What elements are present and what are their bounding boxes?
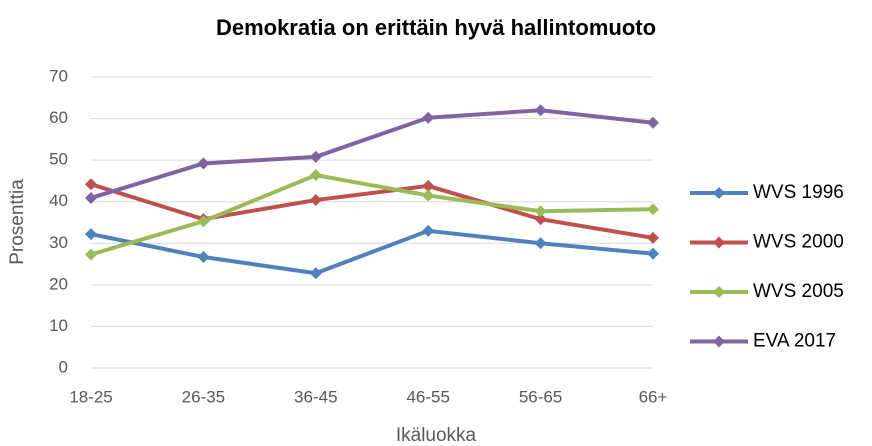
point-marker [85, 178, 97, 191]
chart-title: Demokratia on erittäin hyvä hallintomuot… [216, 15, 656, 40]
point-marker [85, 191, 97, 204]
point-marker [534, 213, 547, 226]
point-marker [85, 228, 97, 241]
point-marker [309, 169, 322, 182]
series-line [90, 173, 654, 257]
x-tick-label: 46-55 [406, 387, 449, 406]
point-marker [422, 189, 435, 202]
x-tick-label: 18-25 [69, 387, 112, 406]
legend-label: WVS 2005 [753, 281, 844, 302]
point-marker [85, 248, 97, 261]
x-tick-label: 56-65 [519, 387, 562, 406]
point-marker [534, 205, 547, 218]
series-line [90, 182, 654, 240]
point-marker [309, 267, 322, 280]
series-line [90, 228, 654, 276]
y-tick-label: 60 [49, 108, 68, 127]
point-marker [534, 237, 547, 250]
point-marker [647, 203, 659, 216]
x-axis-label: Ikäluokka [396, 425, 477, 446]
point-marker [534, 104, 547, 117]
point-marker [647, 116, 659, 129]
point-marker [197, 157, 210, 170]
legend-marker [713, 236, 725, 249]
legend-marker [713, 187, 725, 199]
point-marker [422, 111, 435, 124]
x-tick-label: 66+ [639, 387, 668, 406]
point-marker [647, 231, 659, 244]
legend-marker [713, 335, 725, 348]
legend-label: EVA 2017 [753, 331, 836, 352]
y-tick-label: 40 [49, 191, 68, 210]
point-marker [647, 247, 659, 260]
point-marker [197, 215, 210, 228]
x-tick-label: 36-45 [294, 387, 337, 406]
point-marker [422, 179, 435, 192]
y-tick-label: 0 [59, 357, 68, 376]
legend-label: WVS 1996 [753, 182, 844, 203]
y-axis-label: Prosenttia [7, 179, 28, 265]
point-marker [309, 150, 322, 163]
y-tick-label: 70 [49, 66, 68, 85]
y-tick-label: 20 [49, 274, 68, 293]
legend-marker [713, 286, 725, 298]
point-marker [197, 251, 210, 264]
y-tick-label: 10 [49, 316, 68, 335]
point-marker [422, 224, 435, 237]
legend-label: WVS 2000 [753, 232, 844, 253]
series-line [90, 108, 654, 200]
y-tick-label: 50 [49, 150, 68, 169]
x-tick-label: 26-35 [182, 387, 225, 406]
y-tick-label: 30 [49, 233, 68, 252]
point-marker [309, 194, 322, 207]
